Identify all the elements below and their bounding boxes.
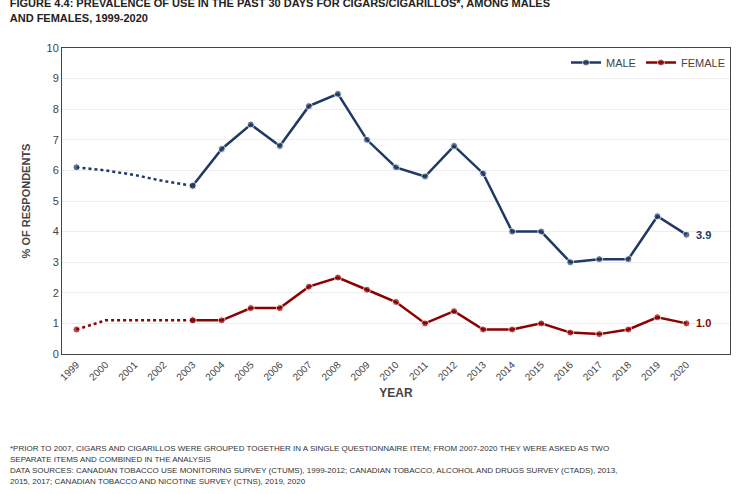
svg-text:2001: 2001	[116, 359, 140, 383]
svg-text:FIGURE 4.4: PREVALENCE OF USE: FIGURE 4.4: PREVALENCE OF USE IN THE PAS…	[10, 0, 550, 24]
svg-text:2014: 2014	[494, 359, 518, 383]
svg-text:4: 4	[53, 225, 59, 237]
svg-text:1999: 1999	[58, 359, 82, 383]
svg-text:YEAR: YEAR	[379, 386, 413, 400]
svg-text:MALE: MALE	[606, 57, 636, 69]
svg-text:0: 0	[53, 348, 59, 360]
svg-text:2015, 2017; CANADIAN TOBACCO A: 2015, 2017; CANADIAN TOBACCO AND NICOTIN…	[10, 477, 306, 486]
svg-text:2006: 2006	[261, 359, 285, 383]
svg-text:2012: 2012	[436, 359, 460, 383]
svg-text:3.9: 3.9	[696, 229, 711, 241]
svg-text:3: 3	[53, 256, 59, 268]
svg-text:2011: 2011	[407, 359, 430, 382]
svg-text:1: 1	[53, 317, 59, 329]
svg-text:2020: 2020	[668, 359, 692, 383]
svg-text:10: 10	[47, 42, 59, 54]
svg-text:2005: 2005	[232, 359, 256, 383]
svg-text:DATA SOURCES: CANADIAN TOBACCO: DATA SOURCES: CANADIAN TOBACCO USE MONIT…	[10, 466, 617, 475]
svg-text:2002: 2002	[145, 359, 169, 383]
svg-text:2009: 2009	[348, 359, 372, 383]
svg-text:2008: 2008	[319, 359, 343, 383]
svg-text:*PRIOR TO 2007, CIGARS AND CIG: *PRIOR TO 2007, CIGARS AND CIGARILLOS WE…	[10, 444, 609, 453]
svg-text:9: 9	[53, 72, 59, 84]
svg-text:5: 5	[53, 195, 59, 207]
svg-text:2016: 2016	[552, 359, 576, 383]
svg-text:2: 2	[53, 287, 59, 299]
svg-text:2018: 2018	[610, 359, 634, 383]
svg-text:2004: 2004	[203, 359, 227, 383]
svg-text:2003: 2003	[174, 359, 198, 383]
svg-text:2010: 2010	[377, 359, 401, 383]
svg-text:% OF RESPONDENTS: % OF RESPONDENTS	[20, 144, 32, 259]
svg-text:2017: 2017	[581, 359, 605, 383]
svg-text:2007: 2007	[290, 359, 314, 383]
svg-text:1.0: 1.0	[696, 317, 711, 329]
svg-text:2019: 2019	[639, 359, 663, 383]
svg-text:8: 8	[53, 103, 59, 115]
svg-text:2013: 2013	[465, 359, 489, 383]
svg-text:FEMALE: FEMALE	[681, 57, 725, 69]
svg-text:7: 7	[53, 134, 59, 146]
svg-text:2000: 2000	[87, 359, 111, 383]
svg-text:SEPARATE ITEMS AND COMBINED IN: SEPARATE ITEMS AND COMBINED IN THE ANALY…	[10, 455, 211, 464]
svg-text:2015: 2015	[523, 359, 547, 383]
svg-text:6: 6	[53, 164, 59, 176]
